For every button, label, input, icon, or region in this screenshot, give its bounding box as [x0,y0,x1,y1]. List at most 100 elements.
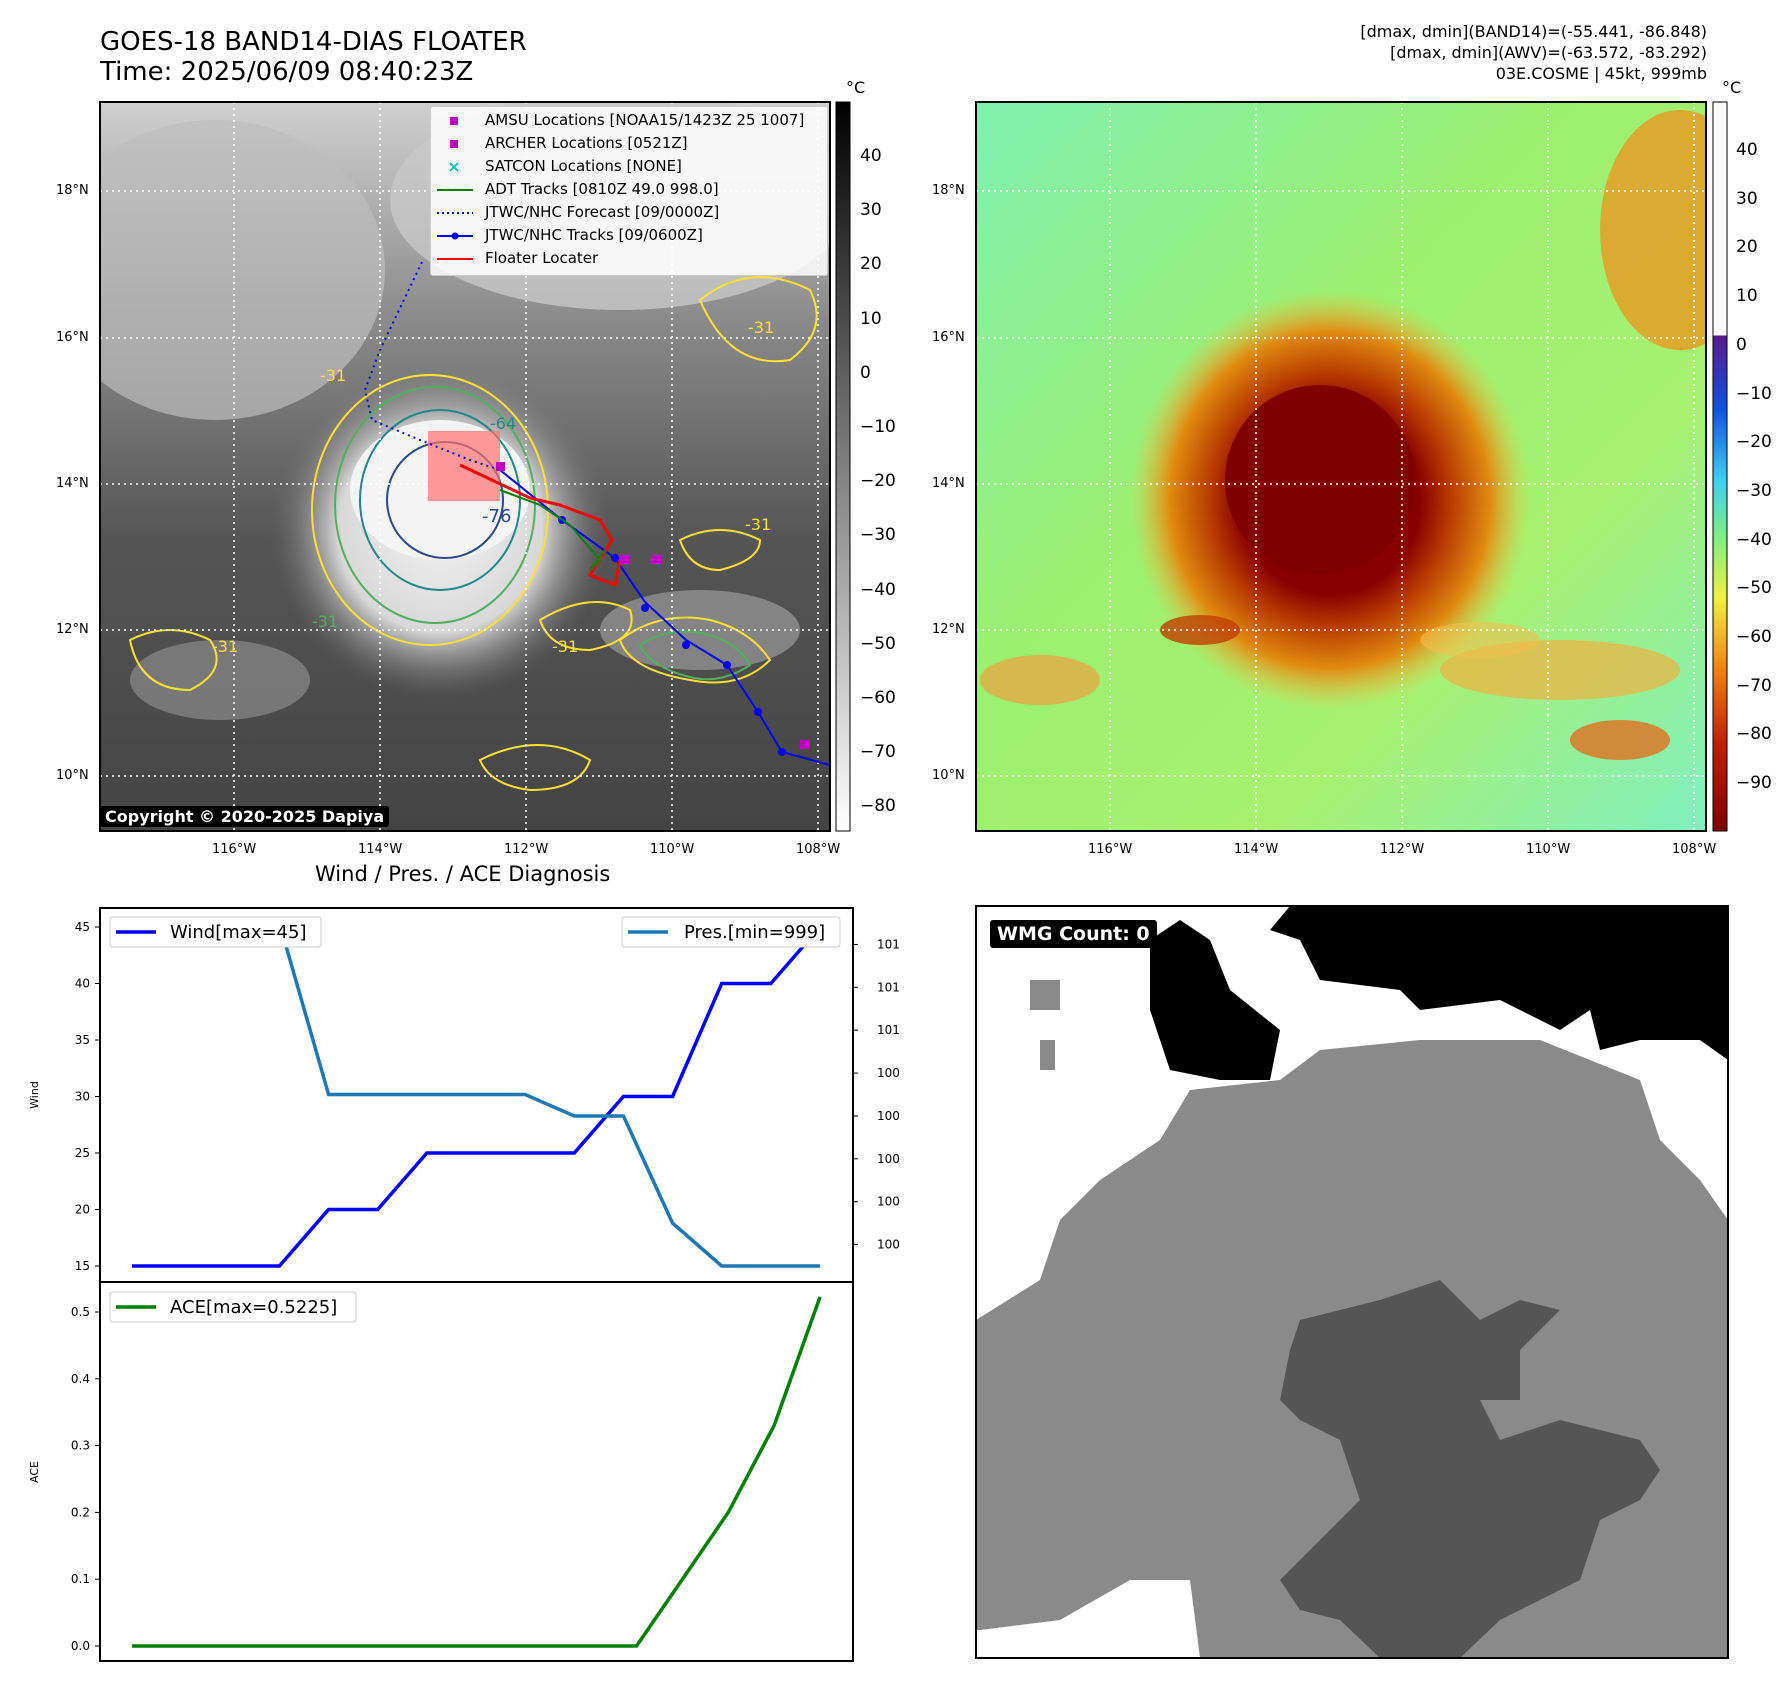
figure-title: GOES-18 BAND14-DIAS FLOATER [100,27,527,57]
wmg-count-label: WMG Count: 0 [990,920,1157,948]
ir-lat-label: 18°N [56,183,89,198]
legend-marker [450,117,458,125]
awv-lon-label: 110°W [1526,842,1571,857]
ir-lat-label: 12°N [56,622,89,637]
contour-label: -31 [745,515,772,534]
pressure-tick-label: 1010 [877,1023,900,1037]
legend-label: SATCON Locations [NONE] [485,157,682,175]
contour-label: -31 [312,612,339,631]
legend-item: ADT Tracks [0810Z 49.0 998.0] [435,179,825,201]
awv-colorbar-tick: 30 [1736,188,1758,209]
legend-item: JTWC/NHC Tracks [09/0600Z] [435,225,825,247]
pressure-tick-label: 1008 [877,1066,900,1080]
pressure-tick-label: 1012 [877,980,900,994]
pressure-tick-label: 1014 [877,937,900,951]
ace-axes [99,1281,854,1662]
ir-lon-label: 114°W [358,842,403,857]
legend-marker [437,258,473,260]
ir-colorbar-tick: −60 [860,688,896,708]
wind-legend-box [109,916,322,948]
contour-label: -31 [212,637,239,656]
awv-colorbar-tick: 20 [1736,237,1758,258]
legend-marker [437,189,473,191]
legend-label: ADT Tracks [0810Z 49.0 998.0] [485,180,719,198]
awv-panel [975,101,1728,832]
legend-label: JTWC/NHC Tracks [09/0600Z] [485,226,703,244]
ir-lat-label: 14°N [56,476,89,491]
ir-colorbar-tick: 0 [860,362,871,383]
ace-tick-label: 0.3 [71,1439,90,1453]
awv-lat-label: 10°N [932,768,965,783]
ace-tick-label: 0.2 [71,1505,90,1519]
wind-tick-label: 25 [75,1146,90,1160]
legend-item: SATCON Locations [NONE] [435,156,825,178]
contour-label: -64 [490,414,517,433]
info-awv: [dmax, dmin](AWV)=(-63.572, -83.292) [1390,43,1707,62]
ir-colorbar-tick: −10 [860,417,896,437]
legend-label: Floater Locater [485,249,599,267]
wind-axis-label: Wind [28,1081,41,1109]
awv-lat-label: 14°N [932,476,965,491]
awv-colorbar-tick: 10 [1736,286,1758,307]
pressure-tick-label: 1006 [877,1109,900,1123]
ir-colorbar-tick: −70 [860,742,896,763]
awv-lat-label: 12°N [932,622,965,637]
awv-colorbar-tick: −60 [1736,627,1772,647]
legend-label: JTWC/NHC Forecast [09/0000Z] [485,203,720,221]
awv-lon-label: 112°W [1380,842,1425,857]
contour-label: -31 [320,366,347,385]
awv-lat-label: 16°N [932,330,965,345]
ir-colorbar-tick: −50 [860,633,896,654]
legend-item: ARCHER Locations [0521Z] [435,133,825,155]
ace-tick-label: 0.0 [71,1639,90,1653]
awv-colorbar-tick: 40 [1736,140,1758,160]
info-storm: 03E.COSME | 45kt, 999mb [1495,64,1707,83]
awv-colorbar-tick: −30 [1736,480,1772,501]
pressure-tick-label: 1000 [877,1238,900,1252]
wind-tick-label: 20 [75,1203,90,1217]
contour-label: -76 [482,506,512,527]
ir-colorbar-tick: 30 [860,200,882,221]
awv-colorbar-tick: −40 [1736,529,1772,550]
awv-lon-label: 116°W [1088,842,1133,857]
awv-lon-label: 108°W [1672,842,1717,857]
pressure-tick-label: 1002 [877,1195,900,1209]
pressure-tick-label: 1004 [877,1152,900,1166]
awv-colorbar-tick: −50 [1736,578,1772,599]
legend-item: JTWC/NHC Forecast [09/0000Z] [435,202,825,224]
ace-axis-label: ACE [28,1461,41,1483]
ir-lon-label: 110°W [650,842,695,857]
wmg-panel [975,905,1729,1659]
ace-legend-label: ACE[max=0.5225] [170,1297,337,1318]
ace-line [132,1296,822,1648]
wind-legend-label: Wind[max=45] [170,922,307,943]
wind-tick-label: 35 [75,1033,90,1047]
info-band14: [dmax, dmin](BAND14)=(-55.441, -86.848) [1360,22,1707,41]
pressure-legend-box [621,916,841,948]
legend-item: AMSU Locations [NOAA15/1423Z 25 1007] [435,110,825,132]
ir-colorbar-tick: −40 [860,579,896,600]
legend-item: Floater Locater [435,248,825,270]
legend-label: AMSU Locations [NOAA15/1423Z 25 1007] [485,111,805,129]
awv-lat-label: 18°N [932,183,965,198]
figure-time: Time: 2025/06/09 08:40:23Z [100,57,474,87]
awv-colorbar-tick: −70 [1736,675,1772,696]
legend-marker [437,212,473,214]
awv-colorbar-tick: −20 [1736,432,1772,453]
awv-colorbar-tick: −10 [1736,383,1772,404]
pressure-legend-label: Pres.[min=999] [684,922,825,943]
ace-tick-label: 0.4 [71,1372,90,1386]
ir-colorbar-tick: 10 [860,308,882,329]
legend-label: ARCHER Locations [0521Z] [485,134,688,152]
ir-colorbar-unit: °C [846,78,866,97]
awv-colorbar-unit: °C [1722,78,1742,97]
awv-colorbar-tick: −90 [1736,773,1772,794]
copyright-label: Copyright © 2020-2025 Dapiya [100,806,390,827]
ir-colorbar-tick: −80 [860,796,896,817]
ir-colorbar-tick: −20 [860,471,896,492]
wind-tick-label: 30 [75,1090,90,1104]
legend-marker [449,162,459,172]
ir-colorbar-tick: 40 [860,146,882,166]
ir-lon-label: 112°W [504,842,549,857]
diagnosis-title: Wind / Pres. / ACE Diagnosis [315,862,611,886]
